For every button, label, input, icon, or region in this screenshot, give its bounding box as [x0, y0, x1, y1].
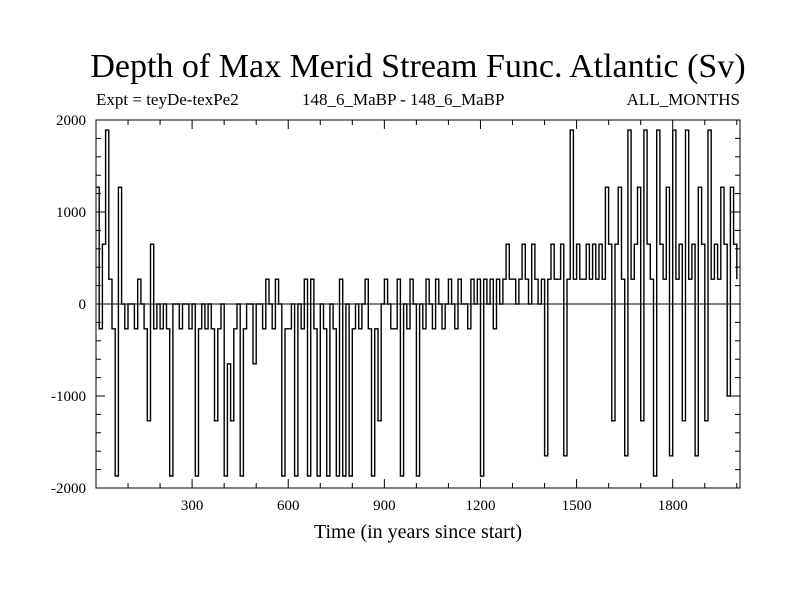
chart-title: Depth of Max Merid Stream Func. Atlantic… [90, 48, 746, 85]
chart-subtitle-period: 148_6_MaBP - 148_6_MaBP [302, 90, 505, 109]
x-tick-label: 1200 [465, 498, 495, 514]
x-axis-label: Time (in years since start) [314, 521, 522, 543]
x-tick-label: 300 [181, 498, 204, 514]
x-tick-label: 600 [277, 498, 300, 514]
chart-subtitle-months: ALL_MONTHS [626, 90, 740, 109]
x-tick-label: 1500 [562, 498, 592, 514]
chart-subtitle-experiment: Expt = teyDe-texPe2 [96, 90, 239, 109]
data-series [96, 129, 738, 477]
y-tick-label: 0 [79, 297, 87, 313]
y-tick-label: -2000 [51, 481, 86, 497]
series-line [96, 129, 738, 477]
x-tick-label: 1800 [658, 498, 688, 514]
x-tick-label: 900 [373, 498, 396, 514]
y-tick-label: -1000 [51, 389, 86, 405]
plot-frame [95, 119, 741, 489]
y-tick-label: 1000 [56, 205, 86, 221]
y-tick-label: 2000 [56, 113, 86, 129]
